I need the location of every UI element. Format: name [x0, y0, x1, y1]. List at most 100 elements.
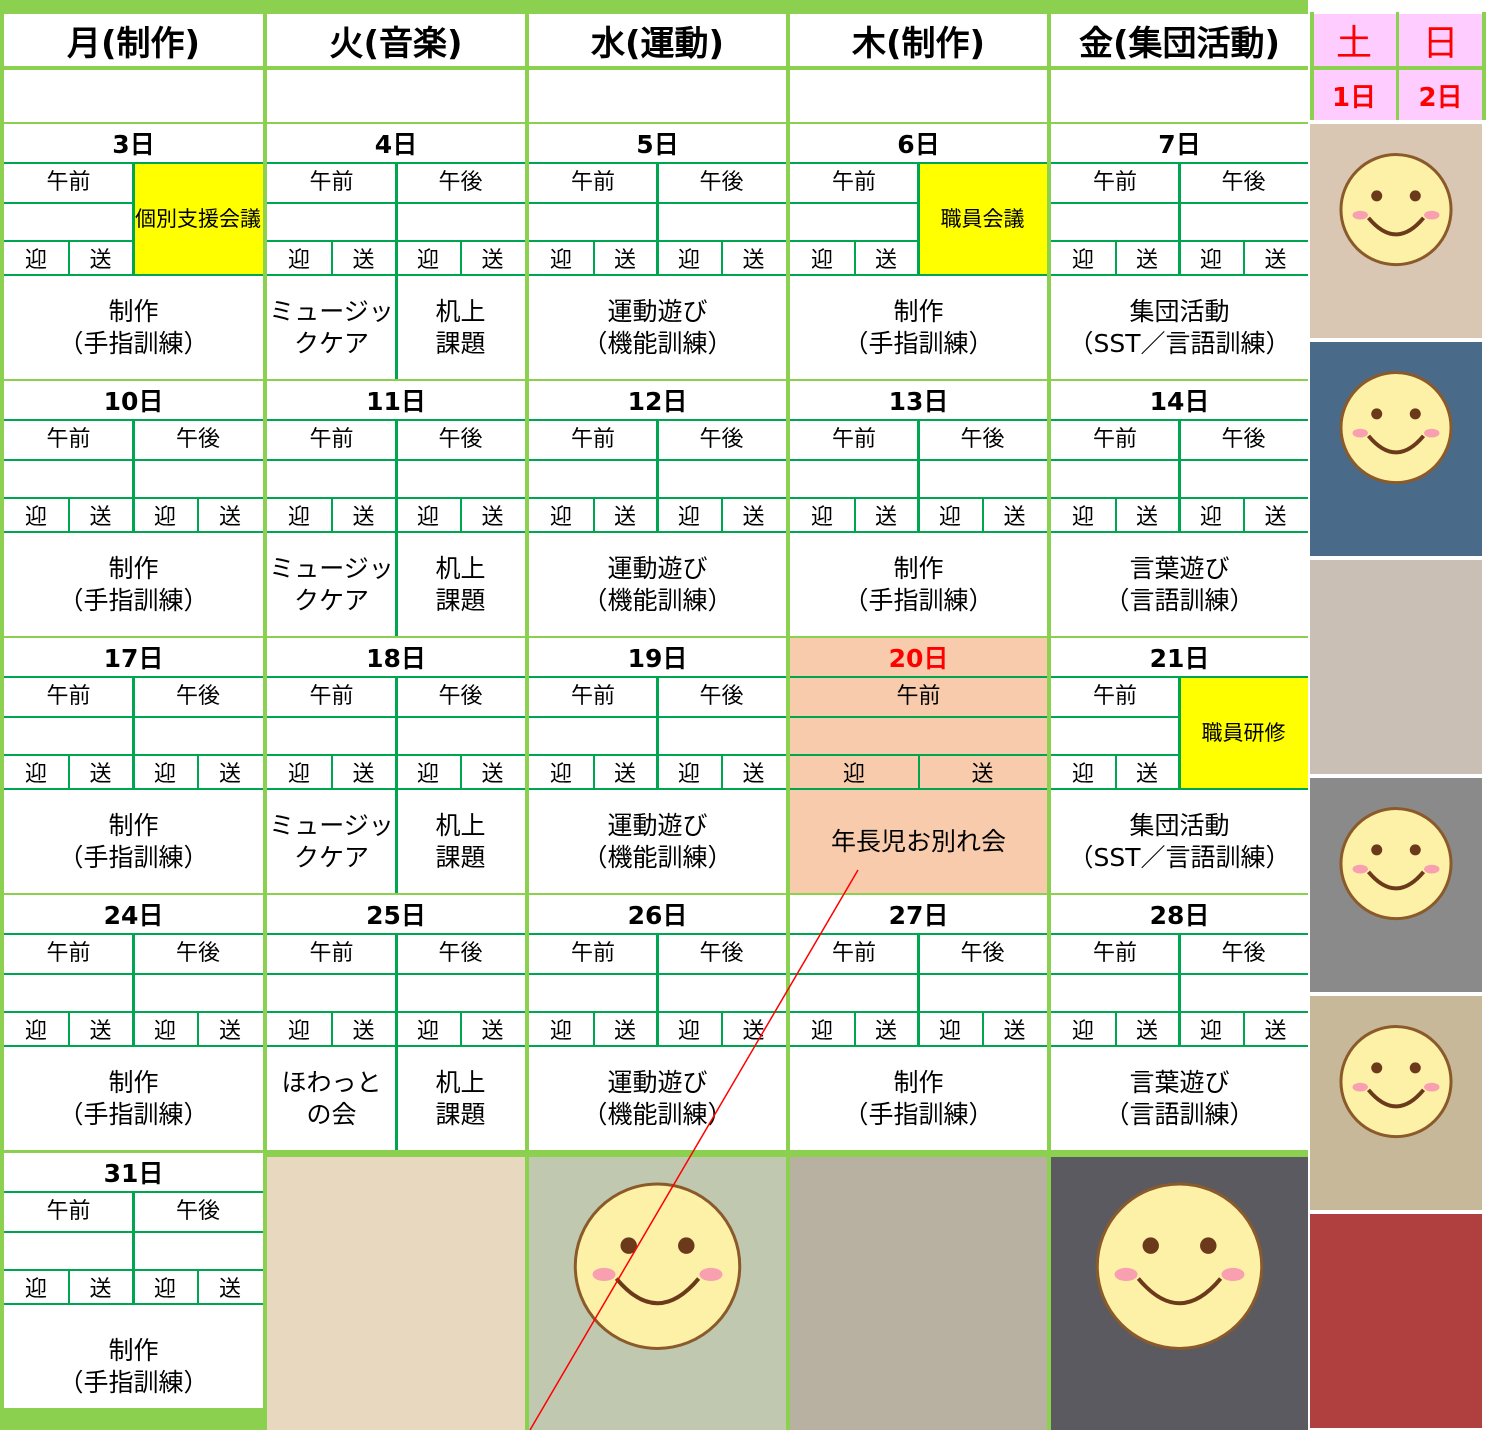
am-label: 午前	[570, 427, 615, 452]
pickup-label: 迎	[153, 1277, 176, 1302]
activity-text: （手指訓練）	[58, 1367, 209, 1397]
activity-text: 制作	[893, 1067, 944, 1097]
rule	[790, 754, 1047, 756]
activity-text: ミュージッ	[269, 810, 394, 840]
pm-label: 午後	[175, 684, 220, 709]
rule	[529, 162, 786, 164]
activity-text: 制作	[108, 1067, 159, 1097]
rule	[790, 274, 1047, 276]
rule	[331, 1013, 333, 1045]
weekend-date: 1日	[1312, 70, 1396, 120]
activity: 運動遊び （機能訓練）	[529, 790, 786, 893]
activity: 机上 課題	[396, 276, 525, 379]
am-label: 午前	[309, 684, 354, 709]
rule	[790, 676, 1047, 678]
note: 個別支援会議	[133, 164, 263, 274]
am-label: 午前	[831, 941, 876, 966]
activity-text: （手指訓練）	[843, 1099, 994, 1129]
am-label: 午前	[46, 170, 91, 195]
activity-text: 机上	[435, 810, 486, 840]
rule	[1051, 274, 1308, 276]
rule	[4, 1191, 263, 1193]
dropoff-label: 送	[352, 248, 375, 273]
pickup-label: 迎	[24, 762, 47, 787]
activity-text: （手指訓練）	[843, 585, 994, 615]
activity: 机上 課題	[396, 533, 525, 636]
activity: 制作 （手指訓練）	[4, 1047, 263, 1150]
pm-label: 午後	[175, 427, 220, 452]
rule	[267, 676, 525, 678]
activity-text: 課題	[435, 1099, 486, 1129]
face-sticker	[1339, 1025, 1453, 1139]
activity-text: 集団活動	[1129, 296, 1230, 326]
activity-text: （機能訓練）	[582, 1099, 733, 1129]
rule	[656, 164, 659, 274]
date: 21日	[1149, 644, 1210, 673]
rule	[267, 419, 525, 421]
rule	[1310, 66, 1486, 70]
rule	[267, 933, 525, 935]
face-sticker	[1095, 1182, 1264, 1350]
pickup-label: 迎	[677, 505, 700, 530]
rule	[593, 756, 595, 788]
rule	[1115, 1013, 1117, 1045]
activity-text: （機能訓練）	[582, 842, 733, 872]
activity-text: クケア	[293, 585, 369, 615]
dropoff-label: 送	[874, 248, 897, 273]
am-label: 午前	[46, 941, 91, 966]
rule	[395, 935, 398, 1045]
rule	[721, 756, 723, 788]
pickup-label: 迎	[1199, 248, 1222, 273]
dropoff-label: 送	[89, 1019, 112, 1044]
date: 14日	[1149, 387, 1210, 416]
pm-label: 午後	[699, 170, 744, 195]
pickup-label: 迎	[1199, 1019, 1222, 1044]
dropoff-label: 送	[1003, 1019, 1026, 1044]
pm-label: 午後	[438, 684, 483, 709]
date: 5日	[636, 130, 679, 159]
pickup-label: 迎	[1071, 1019, 1094, 1044]
rule	[395, 421, 398, 531]
rule	[790, 788, 1047, 790]
dropoff-label: 送	[1135, 1019, 1158, 1044]
photo	[1310, 1214, 1482, 1428]
pm-label: 午後	[438, 170, 483, 195]
weekend-date: 2日	[1399, 70, 1482, 120]
pickup-label: 迎	[810, 1019, 833, 1044]
activity-text: 年長児お別れ会	[830, 826, 1006, 856]
pickup-label: 迎	[810, 505, 833, 530]
rule	[1051, 1045, 1308, 1047]
pickup-label: 迎	[287, 1019, 310, 1044]
activity-text: ミュージッ	[269, 296, 394, 326]
activity-text: （機能訓練）	[582, 328, 733, 358]
pickup-label: 迎	[677, 1019, 700, 1044]
pickup-label: 迎	[416, 1019, 439, 1044]
pickup-label: 迎	[153, 1019, 176, 1044]
dropoff-label: 送	[89, 762, 112, 787]
activity-text: 運動遊び	[607, 553, 708, 583]
rule	[68, 1013, 70, 1045]
activity-text: 制作	[893, 553, 944, 583]
dropoff-label: 送	[218, 1277, 241, 1302]
pickup-label: 迎	[416, 762, 439, 787]
pickup-label: 迎	[24, 505, 47, 530]
activity: ミュージッ クケア	[267, 276, 396, 379]
activity-text: 机上	[435, 553, 486, 583]
activity-text: （言語訓練）	[1104, 1099, 1255, 1129]
day-header: 月(制作)	[4, 14, 263, 66]
dropoff-label: 送	[613, 762, 636, 787]
activity-text: 制作	[108, 553, 159, 583]
activity-text: （手指訓練）	[58, 328, 209, 358]
rule	[331, 499, 333, 531]
am-label: 午前	[570, 941, 615, 966]
pm-label: 午後	[438, 941, 483, 966]
pickup-label: 迎	[549, 505, 572, 530]
pickup-label: 迎	[938, 1019, 961, 1044]
pickup-label: 迎	[549, 762, 572, 787]
activity: 集団活動 （SST／言語訓練）	[1051, 276, 1308, 379]
rule	[1178, 935, 1181, 1045]
rule	[656, 935, 659, 1045]
rule	[4, 788, 263, 790]
photo	[267, 1157, 525, 1430]
rule	[68, 242, 70, 274]
